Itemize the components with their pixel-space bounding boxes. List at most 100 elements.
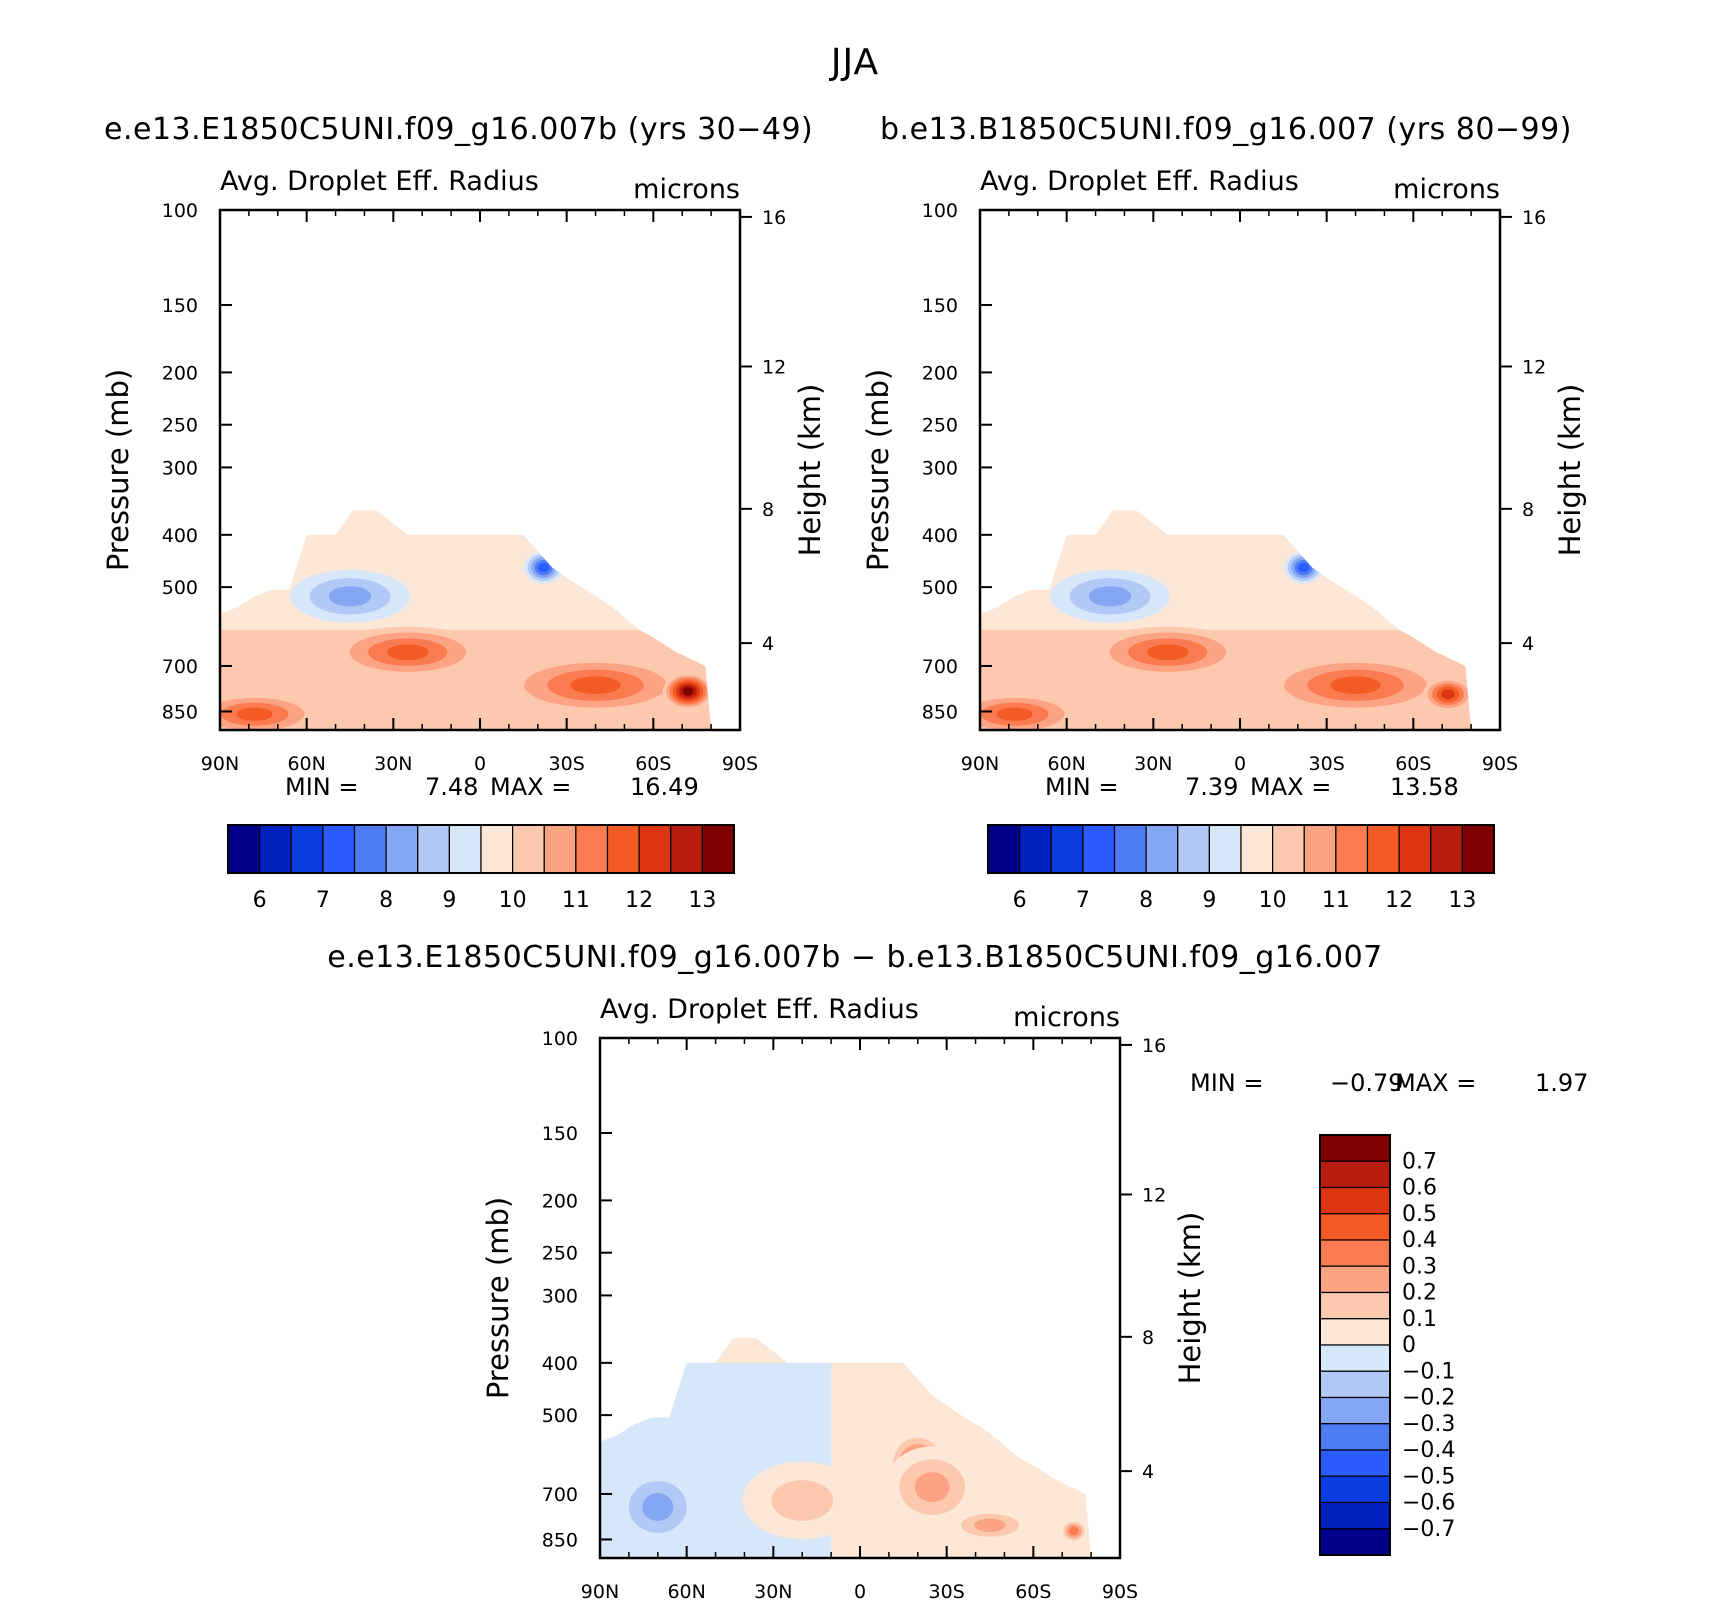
contour-blob: [642, 1493, 674, 1521]
case1-panel: 90N 60N 30N 0 30S 60S 90S 100 150 200 250 300 400 500…: [101, 166, 827, 913]
colorbar-box: [1019, 824, 1052, 874]
colorbar-box: [1319, 1475, 1391, 1504]
colorbar-box: [1398, 824, 1432, 874]
colorbar-label: 0.5: [1402, 1202, 1437, 1227]
colorbar-box: [1319, 1449, 1391, 1477]
colorbar-box: [1319, 1213, 1391, 1241]
colorbar-label: −0.2: [1402, 1386, 1455, 1411]
x-tick-label: 90S: [1482, 753, 1518, 775]
colorbar-label: 8: [379, 888, 393, 913]
y-right-tick-label: 8: [1142, 1327, 1154, 1349]
y-right-axis-label: Height (km): [1553, 384, 1587, 557]
colorbar-frame: [227, 824, 735, 874]
y-tick-label: 700: [542, 1484, 578, 1506]
y-right-tick-label: 16: [1522, 207, 1546, 229]
colorbar-label: 13: [1448, 888, 1476, 913]
colorbar-box: [1319, 1344, 1391, 1372]
colorbar-box: [322, 824, 356, 874]
x-tick-label: 60N: [287, 753, 325, 775]
colorbar-box: [1145, 824, 1179, 874]
max-value: 13.58: [1390, 773, 1459, 801]
y-right-tick-label: 4: [1142, 1461, 1154, 1483]
colorbar-box: [1461, 824, 1495, 874]
y-tick-label: 500: [162, 577, 198, 599]
colorbar-label: 7: [1076, 888, 1090, 913]
x-tick-label: 90N: [201, 753, 239, 775]
colorbar-box: [1319, 1370, 1391, 1399]
min-label: MIN =: [1045, 773, 1118, 801]
y-tick-label: 400: [542, 1353, 578, 1375]
y-right-tick-label: 16: [762, 207, 786, 229]
contour-blob: [538, 562, 550, 573]
y-tick-label: 300: [542, 1285, 578, 1307]
x-tick-label: 30N: [1134, 753, 1172, 775]
case2-panel: 90N 60N 30N 0 30S 60S 90S 100 150 200 250 300 400 500…: [861, 166, 1587, 913]
x-tick-label: 60S: [635, 753, 671, 775]
colorbar-box: [448, 824, 482, 874]
colorbar-label: 12: [1385, 888, 1413, 913]
colorbar-box: [480, 824, 514, 874]
y-tick-label: 300: [922, 457, 958, 479]
colorbar-box: [512, 824, 545, 874]
y-tick-label: 850: [922, 701, 958, 723]
y-tick-label: 400: [922, 525, 958, 547]
colorbar-box: [606, 824, 640, 874]
y-tick-label: 500: [922, 577, 958, 599]
colorbar-box: [1319, 1318, 1391, 1346]
y-right-tick-label: 12: [1142, 1184, 1166, 1206]
colorbar-box: [1319, 1291, 1391, 1320]
colorbar-label: 0.2: [1402, 1281, 1437, 1306]
contour-blob: [974, 1518, 1006, 1533]
y-right-tick-label: 8: [1522, 499, 1534, 521]
min-label: MIN =: [285, 773, 358, 801]
y-tick-label: 100: [542, 1028, 578, 1050]
contour-blob: [570, 676, 621, 695]
y-right-tick-label: 16: [1142, 1035, 1166, 1057]
x-tick-label: 90S: [722, 753, 758, 775]
max-label: MAX =: [1250, 773, 1331, 801]
plot-variable-title: Avg. Droplet Eff. Radius: [600, 994, 919, 1025]
colorbar-label: 0.7: [1402, 1149, 1437, 1174]
colorbar-box: [1082, 824, 1116, 874]
max-label: MAX =: [490, 773, 571, 801]
plot-units: microns: [633, 174, 740, 205]
colorbar-box: [227, 824, 261, 874]
x-tick-label: 90N: [581, 1581, 619, 1603]
y-tick-label: 150: [542, 1123, 578, 1145]
x-tick-label: 90S: [1102, 1581, 1138, 1603]
contour-blob: [682, 687, 694, 696]
plot-units: microns: [1013, 1002, 1120, 1033]
y-right-tick-label: 12: [1522, 356, 1546, 378]
colorbar-label: −0.4: [1402, 1438, 1455, 1463]
colorbar-box: [1319, 1160, 1391, 1189]
x-tick-label: 60S: [1395, 753, 1431, 775]
colorbar-label: 0.3: [1402, 1254, 1437, 1279]
colorbar-box: [1335, 824, 1369, 874]
contour-blob: [771, 1480, 834, 1521]
colorbar-frame: [1319, 1134, 1391, 1556]
colorbar-label: −0.6: [1402, 1491, 1455, 1516]
y-tick-label: 850: [162, 701, 198, 723]
x-tick-label: 60N: [1047, 753, 1085, 775]
max-label: MAX =: [1395, 1069, 1476, 1097]
contour-blob: [236, 707, 273, 721]
y-tick-label: 700: [162, 656, 198, 678]
colorbar-box: [1303, 824, 1337, 874]
contour-blob: [1147, 644, 1189, 661]
min-label: MIN =: [1190, 1069, 1263, 1097]
colorbar-label: −0.3: [1402, 1412, 1455, 1437]
x-tick-label: 30S: [1309, 753, 1345, 775]
colorbar-box: [1319, 1501, 1391, 1530]
min-value: 7.48: [425, 773, 478, 801]
colorbar-box: [987, 824, 1021, 874]
colorbar-box: [385, 824, 419, 874]
x-tick-label: 30N: [374, 753, 412, 775]
colorbar-box: [638, 824, 672, 874]
x-tick-label: 60N: [667, 1581, 705, 1603]
max-value: 1.97: [1535, 1069, 1588, 1097]
colorbar-label: 0.4: [1402, 1228, 1437, 1253]
x-tick-label: 30S: [929, 1581, 965, 1603]
contour-blob: [1068, 1526, 1079, 1536]
colorbar-label: −0.1: [1402, 1359, 1455, 1384]
x-tick-label: 90N: [961, 753, 999, 775]
